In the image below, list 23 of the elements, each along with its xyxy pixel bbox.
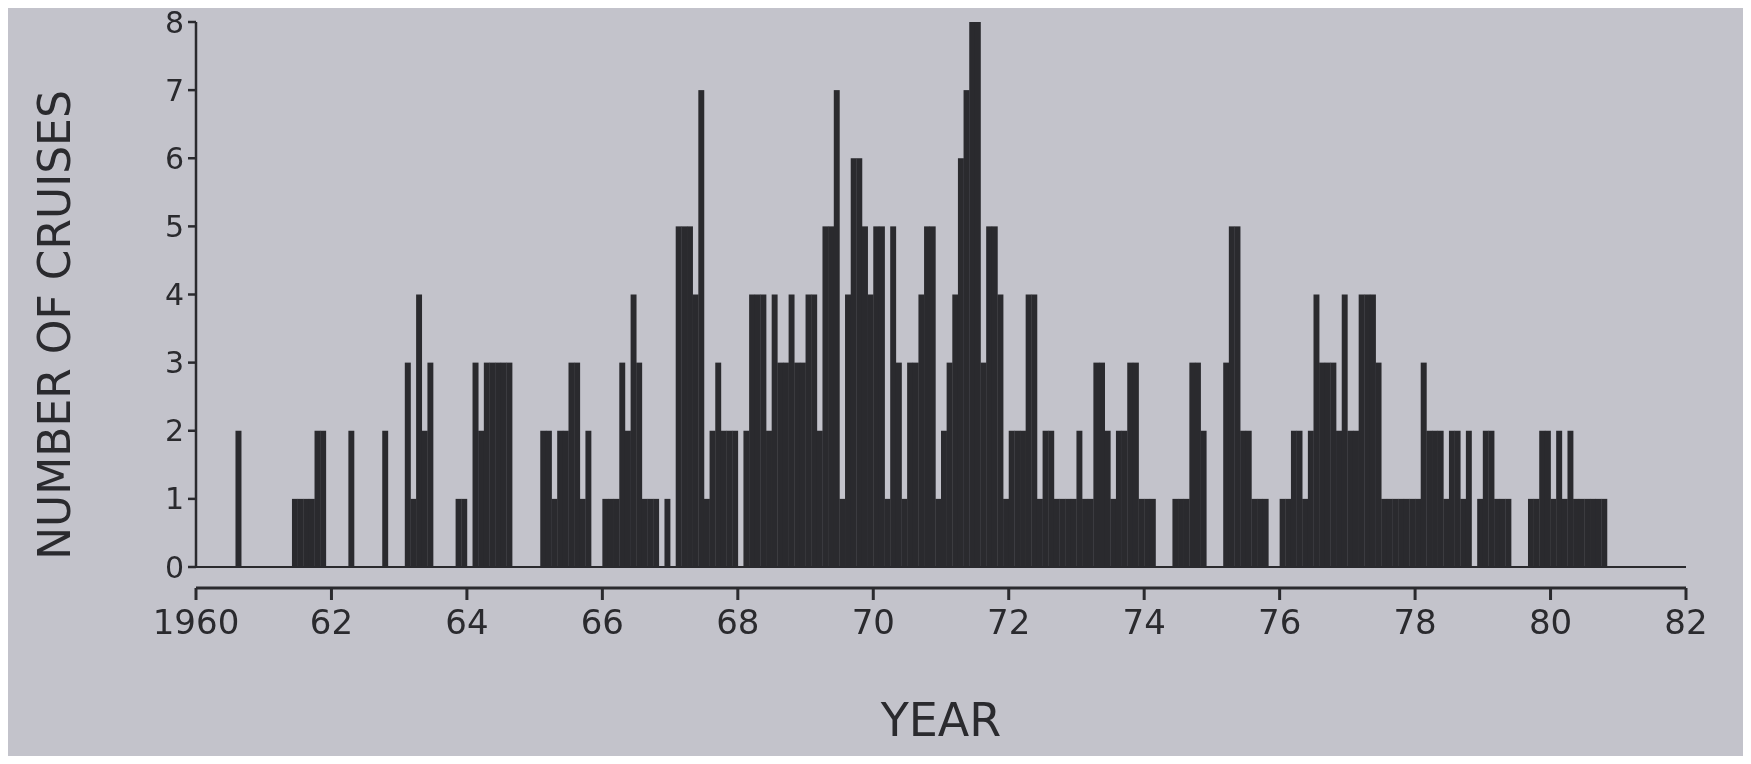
x-tick-label: 78 — [1393, 602, 1437, 642]
x-tick-label: 66 — [580, 602, 624, 642]
x-tick-label: 74 — [1122, 602, 1166, 642]
y-tick-label: 1 — [164, 481, 184, 517]
x-tick-label: 80 — [1528, 602, 1573, 642]
x-tick-label: 72 — [987, 602, 1031, 642]
x-tick-label: 68 — [716, 602, 760, 642]
x-tick-label: 70 — [851, 602, 895, 642]
y-tick-label: 2 — [164, 413, 184, 449]
y-tick-label: 5 — [164, 208, 184, 244]
x-tick-label: 82 — [1664, 602, 1708, 642]
y-tick-label: 6 — [164, 140, 184, 176]
x-tick-label: 62 — [309, 602, 354, 642]
y-axis-title: NUMBER OF CRUISES — [29, 90, 80, 560]
x-axis-title: YEAR — [879, 693, 1002, 747]
y-tick-label: 0 — [164, 549, 184, 585]
y-tick-label: 8 — [164, 4, 184, 40]
y-tick-label: 7 — [164, 72, 184, 108]
x-tick-label: 1960 — [152, 602, 240, 642]
x-tick-label: 76 — [1258, 602, 1302, 642]
y-tick-label: 3 — [164, 345, 184, 381]
x-tick-label: 64 — [445, 602, 489, 642]
y-tick-label: 4 — [164, 277, 184, 312]
